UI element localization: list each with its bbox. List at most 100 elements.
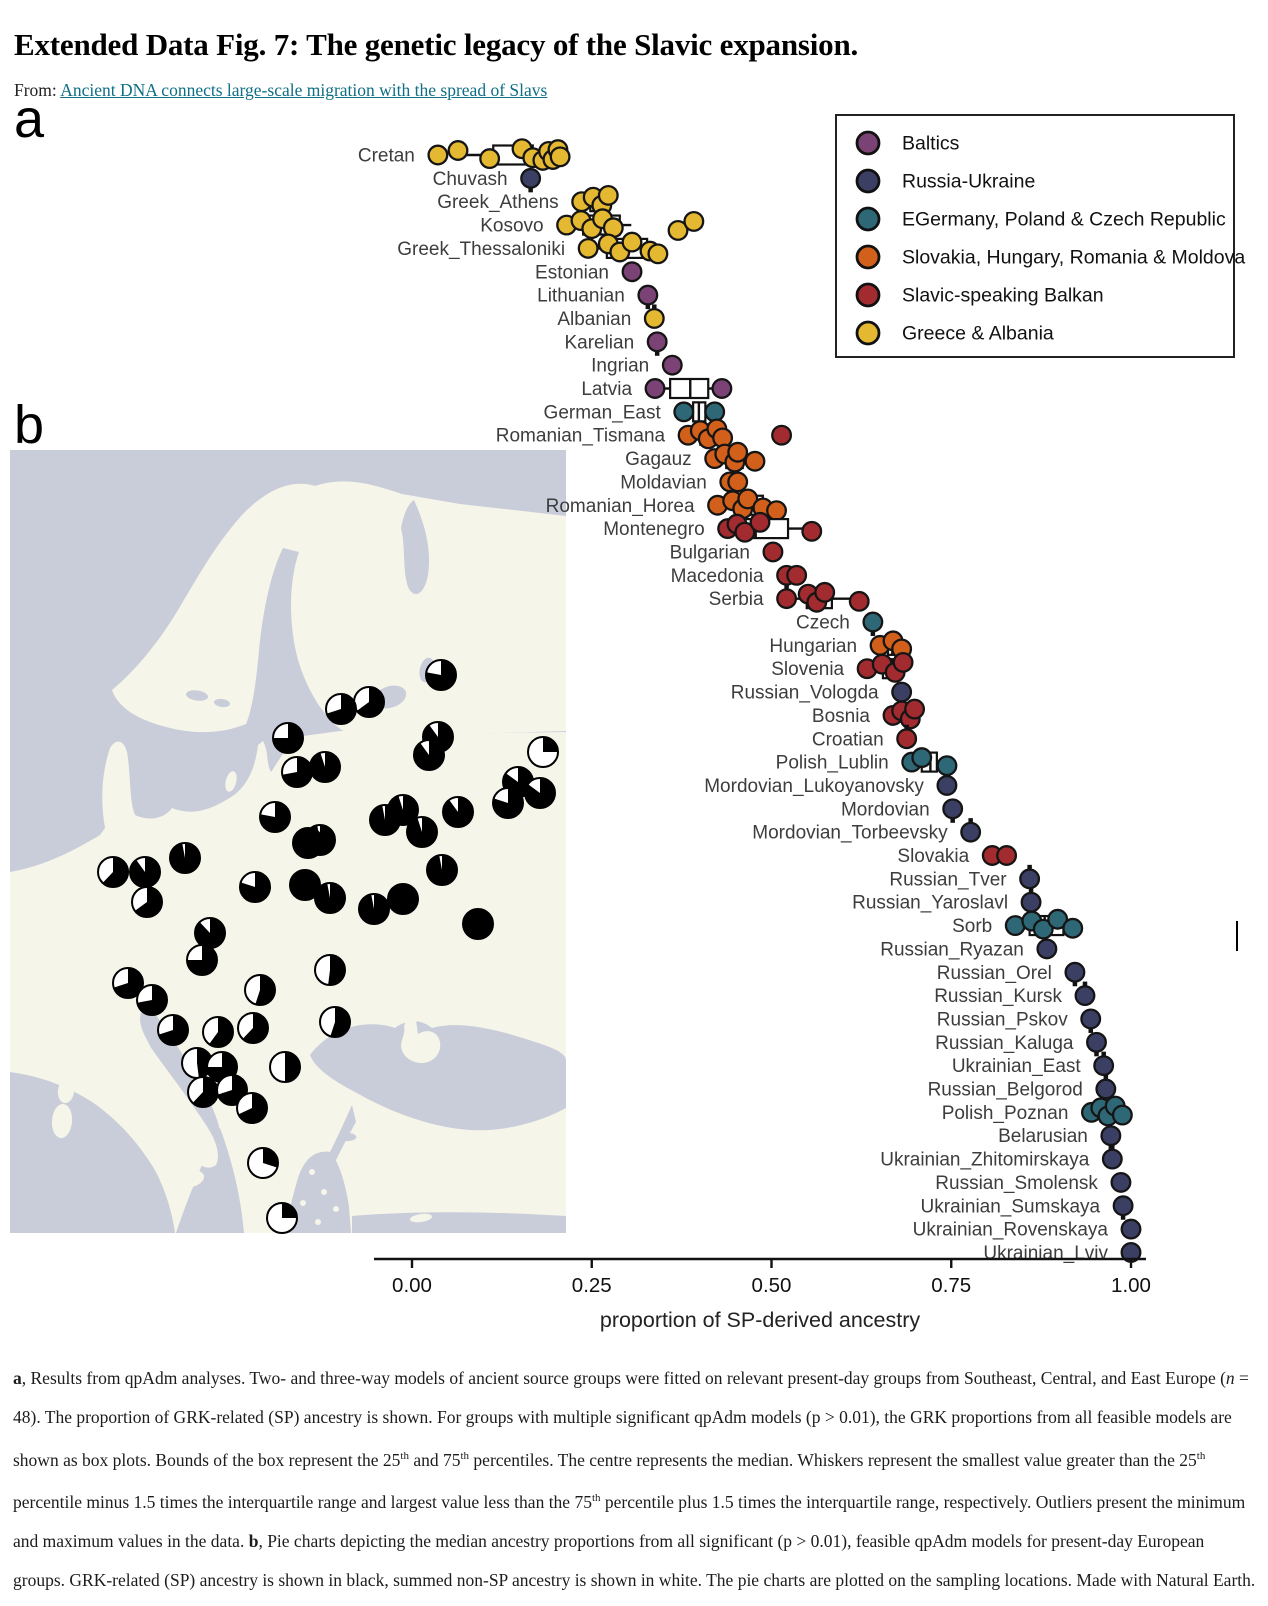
ancestry-pie xyxy=(314,954,346,986)
data-point xyxy=(891,681,913,703)
legend-item-russia_ukraine: Russia-Ukraine xyxy=(855,168,1035,194)
plot-row-Belarusian: Belarusian xyxy=(998,1125,1122,1150)
ancestry-pie xyxy=(202,1016,234,1048)
plot-row-Bosnia: Bosnia xyxy=(812,698,926,730)
plot-row-Cretan: Cretan xyxy=(358,138,571,171)
data-point xyxy=(1112,1195,1134,1217)
data-point xyxy=(1064,961,1086,983)
ancestry-pie xyxy=(129,856,161,888)
plot-row-Russian_Yaroslavl: Russian_Yaroslavl xyxy=(852,888,1042,914)
row-label: Belarusian xyxy=(998,1126,1088,1147)
legend-item-baltics: Baltics xyxy=(855,130,960,156)
map-island xyxy=(321,1189,327,1195)
data-point xyxy=(1020,891,1042,913)
ancestry-pie xyxy=(131,886,163,918)
data-point xyxy=(1080,1008,1102,1030)
legend-label: Greece & Albania xyxy=(902,323,1054,345)
data-point xyxy=(911,747,933,769)
legend-label: Baltics xyxy=(902,133,960,155)
plot-row-Russian_Orel: Russian_Orel xyxy=(937,961,1086,987)
map-panel xyxy=(10,450,566,1233)
row-label: Czech xyxy=(796,613,850,634)
ancestry-pie xyxy=(237,1012,269,1044)
row-label: Russian_Kaluga xyxy=(935,1033,1074,1054)
row-label: Estonian xyxy=(535,262,609,283)
map-island xyxy=(333,1206,339,1212)
caption-segment: a xyxy=(13,1367,22,1388)
plot-row-Ukrainian_Lviv: Ukrainian_Lviv xyxy=(983,1241,1142,1264)
map-land xyxy=(99,988,218,1168)
caption-segment: th xyxy=(1196,1449,1206,1462)
ancestry-pie xyxy=(266,1202,298,1234)
ancestry-pie xyxy=(314,882,346,914)
map-sea-inlet xyxy=(176,1128,244,1233)
plot-row-Ukrainian_Zhitomirskaya: Ukrainian_Zhitomirskaya xyxy=(880,1145,1123,1171)
legend-swatch xyxy=(855,168,881,194)
plot-row-Greek_Athens: Greek_Athens xyxy=(437,184,619,216)
x-tick-label: 1.00 xyxy=(1111,1274,1151,1297)
plot-row-Polish_Poznan: Polish_Poznan xyxy=(942,1095,1133,1127)
data-point xyxy=(892,651,914,673)
data-point xyxy=(1036,938,1058,960)
row-label: Mordovian_Torbeevsky xyxy=(752,823,948,844)
data-point xyxy=(896,728,918,750)
map-sea-inlet xyxy=(10,1072,175,1233)
row-label: Ingrian xyxy=(591,356,649,377)
data-point xyxy=(479,148,501,170)
caption-segment: percentile minus 1.5 times the interquar… xyxy=(13,1492,592,1513)
ancestry-pie xyxy=(309,751,341,783)
caption-segment: and 75 xyxy=(408,1449,461,1470)
data-point xyxy=(737,488,759,510)
plot-row-Russian_Kursk: Russian_Kursk xyxy=(934,981,1096,1007)
artifact-line xyxy=(1236,921,1238,951)
plot-row-Russian_Tver: Russian_Tver xyxy=(889,864,1041,890)
legend-swatch xyxy=(855,282,881,308)
ancestry-pie xyxy=(272,722,304,754)
legend-box xyxy=(835,114,1235,358)
row-label: Romanian_Tismana xyxy=(496,426,666,447)
data-point xyxy=(744,450,766,472)
from-line: From: Ancient DNA connects large-scale m… xyxy=(14,80,547,101)
data-point xyxy=(646,331,668,353)
plot-row-Mordovian_Lukoyanovsky: Mordovian_Lukoyanovsky xyxy=(704,775,958,797)
ancestry-pie xyxy=(425,659,457,691)
row-label: Russian_Kursk xyxy=(934,986,1062,1007)
x-axis-title: proportion of SP-derived ancestry xyxy=(600,1308,921,1332)
plot-row-Macedonia: Macedonia xyxy=(671,564,808,590)
ancestry-pie xyxy=(281,756,313,788)
caption-segment: , Pie charts depicting the median ancest… xyxy=(13,1531,1256,1591)
legend-label: Slavic-speaking Balkan xyxy=(902,285,1104,307)
data-point xyxy=(848,590,870,612)
legend-item-egpcz: EGermany, Poland & Czech Republic xyxy=(855,206,1226,232)
figure-title: Extended Data Fig. 7: The genetic legacy… xyxy=(14,26,859,62)
from-link[interactable]: Ancient DNA connects large-scale migrati… xyxy=(60,79,548,100)
plot-row-Gagauz: Gagauz xyxy=(625,441,766,473)
ancestry-pie xyxy=(136,984,168,1016)
data-point xyxy=(661,354,683,376)
row-label: Slovenia xyxy=(771,659,844,680)
panel-b-label: b xyxy=(14,395,45,455)
plot-row-Slovenia: Slovenia xyxy=(771,651,914,683)
ancestry-pie xyxy=(413,739,445,771)
ancestry-pie xyxy=(236,1092,268,1124)
row-label: Ukrainian_Rovenskaya xyxy=(913,1220,1109,1241)
row-label: Macedonia xyxy=(671,566,764,587)
x-tick-label: 0.00 xyxy=(392,1274,432,1297)
data-point xyxy=(996,845,1018,866)
caption-segment: percentile plus 1.5 times the interquart… xyxy=(13,1492,1246,1552)
x-axis: 0.00 0.25 0.50 0.75 1.00 proportion of SP-der… xyxy=(374,1257,1151,1332)
data-point xyxy=(766,500,787,522)
plot-row-Ukrainian_Rovenskaya: Ukrainian_Rovenskaya xyxy=(913,1218,1142,1241)
legend-swatch xyxy=(855,206,881,232)
data-point xyxy=(621,231,643,253)
plot-row-Romanian_Horea: Romanian_Horea xyxy=(546,488,787,522)
data-point xyxy=(643,308,665,329)
plot-row-Ingrian: Ingrian xyxy=(591,354,683,377)
ancestry-pie xyxy=(387,883,419,915)
ancestry-pie xyxy=(194,917,226,949)
data-point xyxy=(1086,1031,1107,1053)
ancestry-pie xyxy=(358,893,390,925)
plot-row-Hungarian: Hungarian xyxy=(769,630,913,660)
row-label: Bosnia xyxy=(812,706,871,727)
